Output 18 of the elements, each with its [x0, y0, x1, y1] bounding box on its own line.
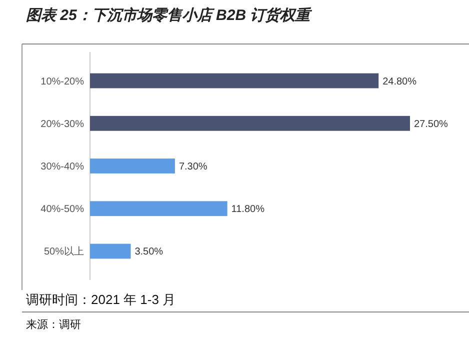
bar — [90, 73, 379, 88]
y-tick-label: 10%-20% — [40, 76, 84, 88]
bar — [90, 158, 175, 174]
data-label: 7.30% — [178, 162, 208, 172]
bar — [90, 201, 228, 216]
y-tick-label: 30%-40% — [40, 162, 84, 172]
y-tick-label: 20%-30% — [40, 118, 84, 130]
bar — [90, 116, 410, 131]
y-tick-label: 50%以上 — [44, 246, 84, 258]
data-label: 27.50% — [414, 118, 448, 130]
data-label: 3.50% — [134, 246, 164, 258]
chart-title: 图表 25：下沉市场零售小店 B2B 订货权重 — [26, 6, 314, 24]
y-tick-label: 40%-50% — [40, 204, 84, 216]
source-note: 来源：调研 — [26, 318, 81, 331]
bar — [90, 244, 131, 259]
data-label: 24.80% — [382, 76, 417, 88]
data-label: 11.80% — [231, 204, 265, 216]
text: 调研时间：2021 年 1-3 月 — [26, 292, 176, 307]
